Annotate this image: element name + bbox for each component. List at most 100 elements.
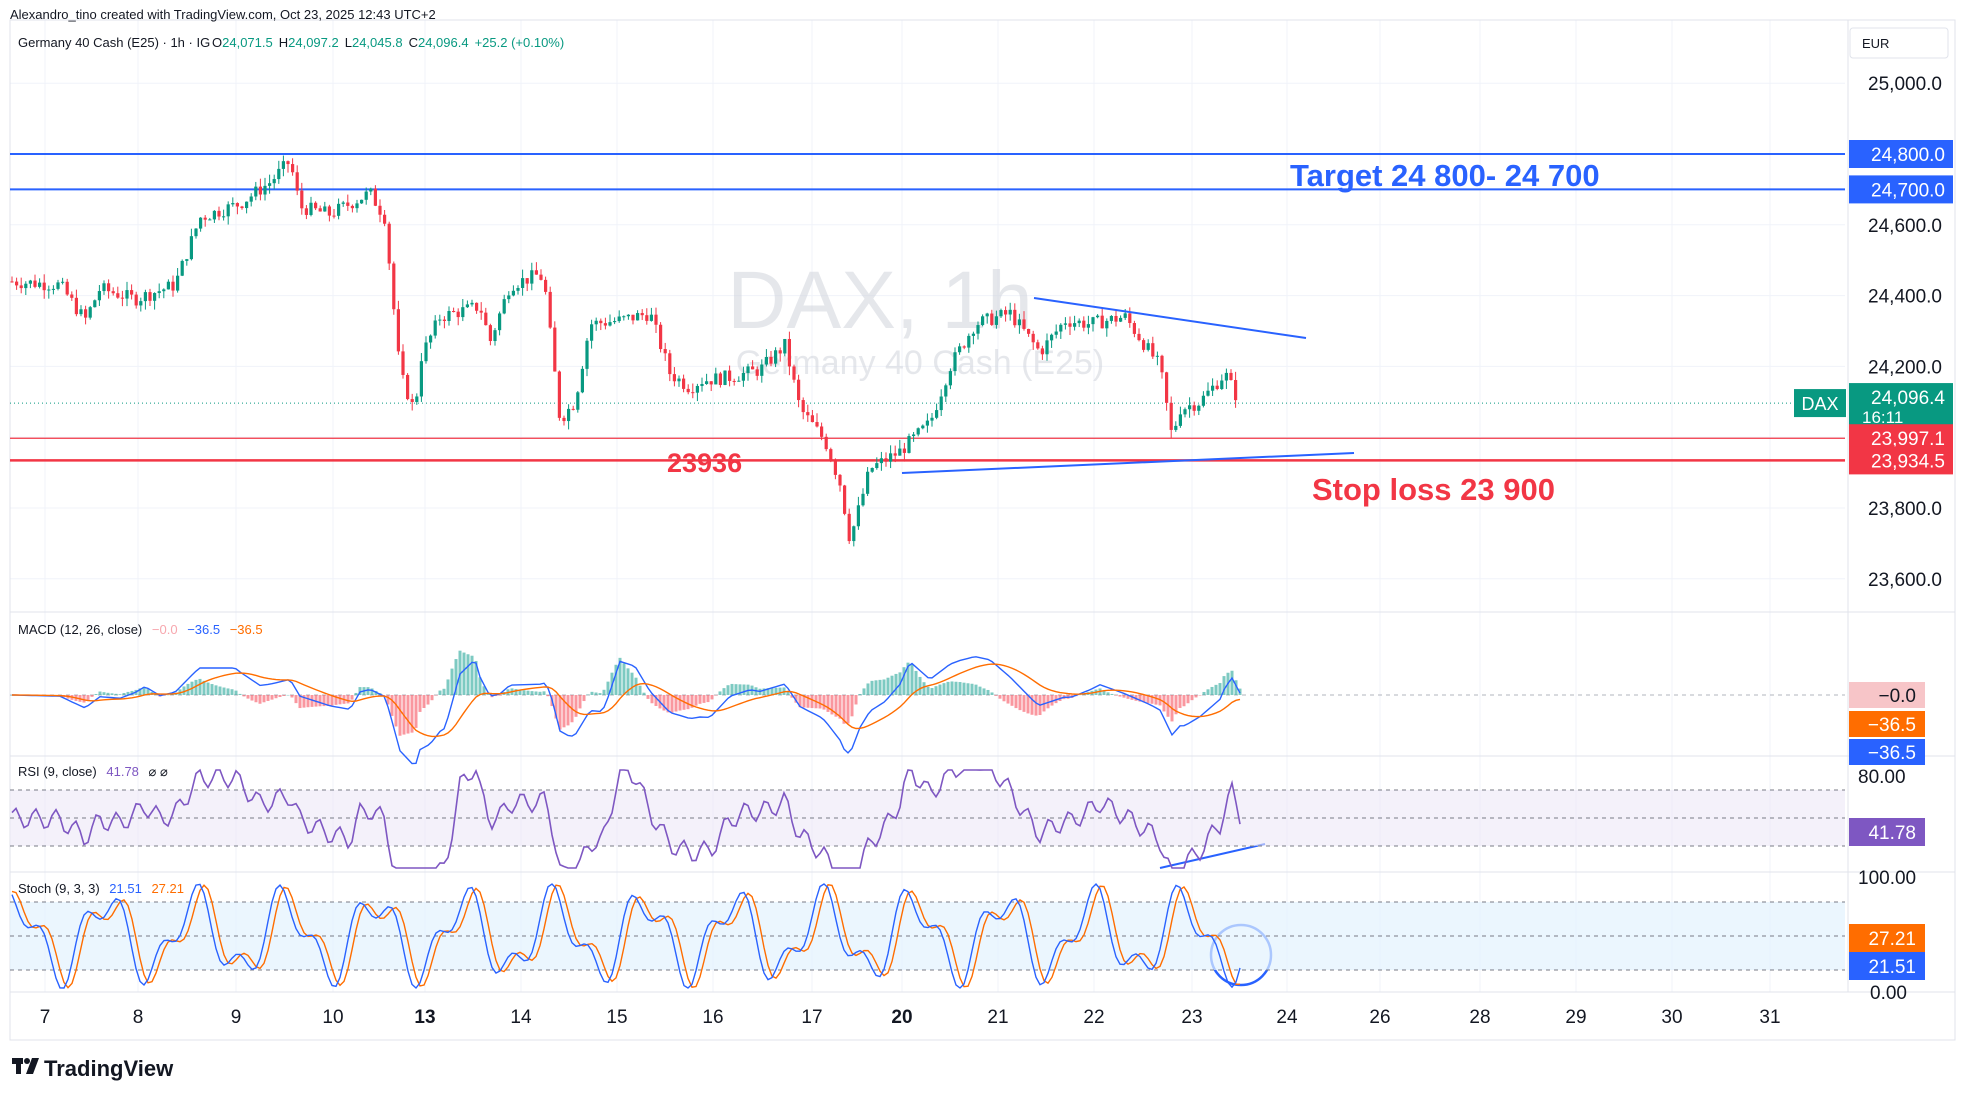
macd-histogram-bar bbox=[418, 695, 422, 712]
macd-histogram-bar bbox=[794, 695, 798, 703]
candle-body bbox=[185, 259, 189, 261]
macd-histogram-bar bbox=[1142, 695, 1146, 703]
candle-body bbox=[295, 172, 299, 191]
time-tick: 29 bbox=[1565, 1007, 1586, 1028]
support-trendline[interactable] bbox=[901, 452, 1355, 474]
countdown-value: 16:11 bbox=[1862, 408, 1903, 427]
candle-body bbox=[889, 453, 893, 462]
trend-lines[interactable] bbox=[901, 297, 1355, 987]
macd-histogram-bar bbox=[330, 695, 334, 706]
macd-histogram-bar bbox=[910, 664, 914, 695]
candle-body bbox=[258, 186, 262, 195]
candle-body bbox=[456, 311, 460, 318]
candle-body bbox=[870, 468, 874, 472]
macd-histogram-bar bbox=[1182, 695, 1186, 707]
candle-body bbox=[944, 385, 948, 397]
time-tick: 14 bbox=[510, 1007, 532, 1028]
currency-selector[interactable]: EUR bbox=[1849, 27, 1949, 59]
macd-histogram-bar bbox=[686, 695, 690, 710]
candle-body bbox=[1137, 333, 1141, 341]
candle-body bbox=[84, 309, 88, 318]
stoch-legend[interactable]: Stoch (9, 3, 3) 21.51 27.21 bbox=[18, 881, 184, 896]
time-axis[interactable]: 7 8 9 10 13 14 15 16 17 20 21 22 23 24 26 28 29 30 31 bbox=[40, 1007, 1781, 1028]
macd-histogram-bar bbox=[1006, 695, 1010, 704]
candle-body bbox=[898, 448, 902, 456]
candle-body bbox=[180, 260, 184, 276]
macd-histogram-bar bbox=[762, 688, 766, 695]
tradingview-brand[interactable]: TradingView bbox=[12, 1056, 174, 1081]
candle-body bbox=[806, 412, 810, 416]
stop-loss-annotation[interactable]: Stop loss 23 900 bbox=[1312, 472, 1555, 507]
macd-histogram-bar bbox=[582, 695, 586, 702]
macd-histogram-bar bbox=[906, 662, 910, 695]
candle-body bbox=[622, 316, 626, 318]
candle-body bbox=[15, 281, 19, 286]
target-annotation[interactable]: Target 24 800- 24 700 bbox=[1290, 158, 1600, 193]
symbol-tag-label: DAX bbox=[1801, 394, 1838, 414]
rsi-legend[interactable]: RSI (9, close) 41.78 ⌀ ⌀ bbox=[18, 764, 168, 779]
support-label[interactable]: 23936 bbox=[667, 448, 742, 478]
candle-body bbox=[314, 202, 318, 209]
candle-body bbox=[309, 202, 313, 215]
candle-body bbox=[1054, 331, 1058, 335]
candle-body bbox=[557, 371, 561, 418]
macd-histogram-bar bbox=[630, 672, 634, 695]
candle-body bbox=[797, 379, 801, 401]
macd-histogram-bar bbox=[358, 687, 362, 695]
price-axis[interactable]: 25,000.0 24,600.0 24,400.0 24,200.0 23,800.0… bbox=[1794, 74, 1953, 591]
candle-body bbox=[1114, 315, 1118, 322]
candle-body bbox=[1211, 385, 1215, 391]
rsi-trendline[interactable] bbox=[1159, 843, 1266, 869]
stoch-badge bbox=[1849, 952, 1925, 980]
candle-body bbox=[28, 280, 32, 284]
candle-body bbox=[438, 319, 442, 321]
macd-histogram-bar bbox=[122, 693, 126, 695]
macd-histogram-bar bbox=[126, 691, 130, 695]
candle-body bbox=[852, 526, 856, 542]
symbol-line[interactable]: Germany 40 Cash (E25) · 1h · IG bbox=[18, 35, 210, 50]
macd-histogram-bar bbox=[830, 695, 834, 715]
stoch-label: Stoch (9, 3, 3) bbox=[18, 881, 100, 896]
candle-body bbox=[879, 458, 883, 464]
candle-body bbox=[484, 312, 488, 326]
macd-badge bbox=[1849, 739, 1925, 765]
candle-body bbox=[61, 281, 65, 283]
candle-body bbox=[1068, 323, 1072, 327]
candle-body bbox=[1188, 405, 1192, 410]
candle-body bbox=[111, 291, 115, 294]
candle-body bbox=[516, 287, 520, 291]
macd-histogram-bar bbox=[922, 682, 926, 695]
candle-body bbox=[424, 342, 428, 362]
macd-histogram-bar bbox=[498, 695, 502, 696]
candle-body bbox=[350, 205, 354, 209]
macd-histogram-bar bbox=[1194, 695, 1198, 698]
candle-body bbox=[907, 436, 911, 453]
price-tick: 24,400.0 bbox=[1868, 287, 1942, 308]
rsi-value: 41.78 bbox=[106, 764, 139, 779]
candle-body bbox=[42, 282, 46, 291]
macd-histogram-bar bbox=[870, 680, 874, 695]
price-tick: 24,200.0 bbox=[1868, 357, 1942, 378]
rsi-badge bbox=[1849, 818, 1925, 846]
stoch-tick-high: 100.00 bbox=[1858, 868, 1916, 889]
macd-histogram-bar bbox=[1178, 695, 1182, 708]
macd-histogram-bar bbox=[918, 676, 922, 695]
candle-body bbox=[567, 408, 571, 422]
resistance-trendline[interactable] bbox=[1033, 297, 1307, 339]
candle-body bbox=[603, 323, 607, 326]
candle-body bbox=[815, 422, 819, 427]
candle-body bbox=[751, 366, 755, 370]
macd-histogram-bar bbox=[858, 694, 862, 695]
candle-body bbox=[590, 324, 594, 341]
rsi-settings-icon[interactable]: ⌀ ⌀ bbox=[149, 764, 168, 779]
time-tick: 21 bbox=[987, 1007, 1008, 1028]
macd-histogram-bar bbox=[990, 692, 994, 695]
macd-histogram-bar bbox=[1126, 695, 1130, 699]
macd-histogram-bar bbox=[1034, 695, 1038, 716]
macd-histogram-bar bbox=[286, 694, 290, 696]
time-tick: 10 bbox=[322, 1007, 343, 1028]
macd-histogram-bar bbox=[198, 678, 202, 695]
macd-legend[interactable]: MACD (12, 26, close) −0.0 −36.5 −36.5 bbox=[18, 622, 263, 637]
candle-body bbox=[479, 310, 483, 313]
